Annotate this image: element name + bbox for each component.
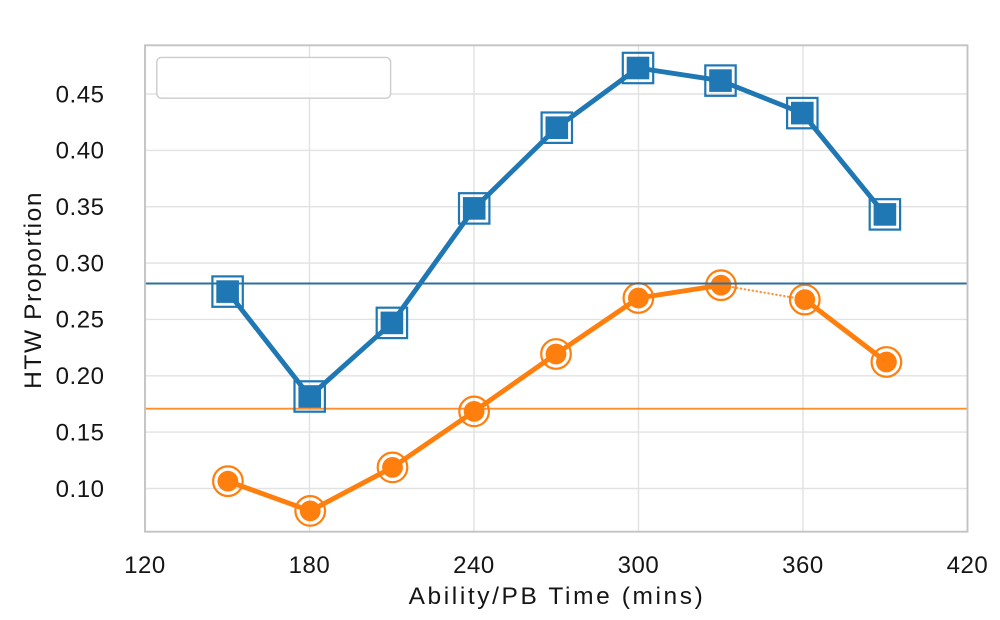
svg-text:0.45: 0.45 <box>56 81 105 108</box>
svg-text:0.15: 0.15 <box>56 419 105 446</box>
svg-text:0.10: 0.10 <box>56 476 105 503</box>
svg-text:0.35: 0.35 <box>56 194 105 221</box>
svg-text:0.40: 0.40 <box>56 138 105 165</box>
svg-text:240: 240 <box>453 552 495 579</box>
svg-text:HTW Proportion: HTW Proportion <box>20 191 47 389</box>
svg-text:Ability/PB Time (mins): Ability/PB Time (mins) <box>409 583 706 610</box>
svg-text:0.25: 0.25 <box>56 307 105 334</box>
svg-text:120: 120 <box>124 552 166 579</box>
svg-text:300: 300 <box>618 552 660 579</box>
svg-text:0.20: 0.20 <box>56 363 105 390</box>
svg-text:420: 420 <box>947 552 989 579</box>
svg-text:360: 360 <box>782 552 824 579</box>
svg-text:180: 180 <box>289 552 331 579</box>
svg-text:0.30: 0.30 <box>56 250 105 277</box>
